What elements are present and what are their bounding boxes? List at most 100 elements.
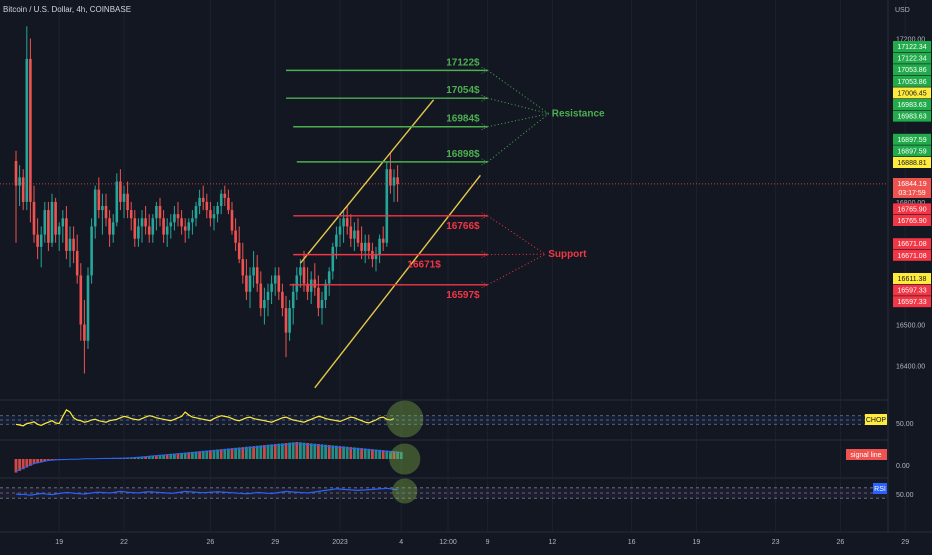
candle-body (314, 280, 317, 288)
candle-body (177, 214, 180, 218)
support-label: 16766$ (446, 221, 480, 232)
price-badge-label: 16611.38 (898, 276, 927, 283)
candle-body (126, 194, 129, 210)
current-price-label: 16844.19 (897, 181, 926, 188)
candle-body (234, 231, 237, 243)
candle-body (188, 222, 191, 230)
candle-body (15, 161, 18, 186)
candle-body (324, 284, 327, 300)
candle-body (87, 275, 90, 340)
chop-badge-label: CHOP (866, 417, 887, 424)
candle-body (51, 202, 54, 243)
support-label: 16597$ (446, 290, 480, 301)
time-tick-label: 12 (549, 539, 557, 546)
price-badge-label: 16983.63 (897, 102, 926, 109)
candle-body (285, 308, 288, 333)
signal-bar (263, 445, 266, 459)
candle-body (270, 284, 273, 292)
price-badge-label: 16888.81 (897, 160, 926, 167)
price-badge-label: 17053.86 (897, 67, 926, 74)
price-badge-label: 16765.90 (897, 218, 926, 225)
signal-bar (285, 443, 288, 459)
price-badge-label: 16983.63 (897, 114, 926, 121)
candle-body (231, 210, 234, 230)
candle-body (328, 271, 331, 283)
signal-bar (252, 446, 255, 459)
time-tick-label: 26 (207, 539, 215, 546)
signal-bar (335, 446, 338, 459)
price-badge-label: 16671.08 (897, 241, 926, 248)
price-tick-label: 16500.00 (896, 322, 925, 329)
price-badge-label: 17122.34 (897, 56, 926, 63)
signal-bar (256, 446, 259, 459)
candle-body (162, 218, 165, 234)
signal-badge-label: signal line (850, 452, 881, 459)
candle-body (134, 218, 137, 238)
candle-body (148, 226, 151, 234)
candle-body (220, 194, 223, 206)
price-badge-label: 16671.08 (897, 253, 926, 260)
signal-bar (292, 442, 295, 459)
price-badge-label: 16897.59 (897, 137, 926, 144)
candle-body (44, 210, 47, 235)
signal-bar (267, 445, 270, 459)
candle-body (267, 292, 270, 300)
time-tick-label: 29 (901, 539, 909, 546)
candle-body (119, 181, 122, 201)
candle-body (224, 194, 227, 198)
time-tick-label: 26 (837, 539, 845, 546)
candle-body (18, 177, 21, 185)
time-tick-label: 19 (55, 539, 63, 546)
signal-bar (313, 444, 316, 459)
price-badge-label: 17122.34 (897, 44, 926, 51)
time-tick-label: 23 (772, 539, 780, 546)
candle-body (152, 218, 155, 234)
plot-background (0, 0, 888, 532)
candle-body (296, 275, 299, 291)
candle-body (40, 235, 43, 247)
candle-body (353, 231, 356, 239)
candle-body (58, 226, 61, 234)
candle-body (206, 202, 209, 210)
signal-bar (317, 444, 320, 459)
countdown-label: 03:17:59 (898, 190, 925, 197)
time-tick-label: 19 (693, 539, 701, 546)
candle-body (256, 267, 259, 283)
candle-body (141, 218, 144, 226)
candle-body (173, 214, 176, 222)
candle-body (94, 190, 97, 227)
time-tick-label: 29 (271, 539, 279, 546)
currency-label: USD (895, 7, 910, 14)
candle-body (144, 218, 147, 226)
signal-bar (324, 445, 327, 459)
candle-body (80, 275, 83, 324)
candle-body (209, 210, 212, 218)
highlight-circle (393, 479, 417, 503)
signal-bar (241, 447, 244, 459)
candle-body (274, 275, 277, 283)
candle-body (130, 210, 133, 218)
candle-body (303, 267, 306, 283)
signal-bar (288, 443, 291, 459)
support-label: 16671$ (407, 260, 441, 271)
resistance-label: 17054$ (446, 85, 480, 96)
candle-body (22, 177, 25, 202)
time-tick-label: 2023 (332, 539, 348, 546)
candle-body (69, 239, 72, 251)
candle-body (170, 222, 173, 226)
price-badge-label: 16897.59 (897, 148, 926, 155)
candle-body (26, 59, 29, 202)
candle-body (378, 239, 381, 255)
price-badge-label: 16765.90 (897, 206, 926, 213)
signal-value-label: 0.00 (896, 463, 910, 470)
resistance-text: Resistance (552, 109, 605, 120)
candle-body (195, 206, 198, 218)
candle-body (238, 243, 241, 259)
candle-body (98, 190, 101, 210)
resistance-label: 16984$ (446, 114, 480, 125)
signal-bar (259, 445, 262, 459)
